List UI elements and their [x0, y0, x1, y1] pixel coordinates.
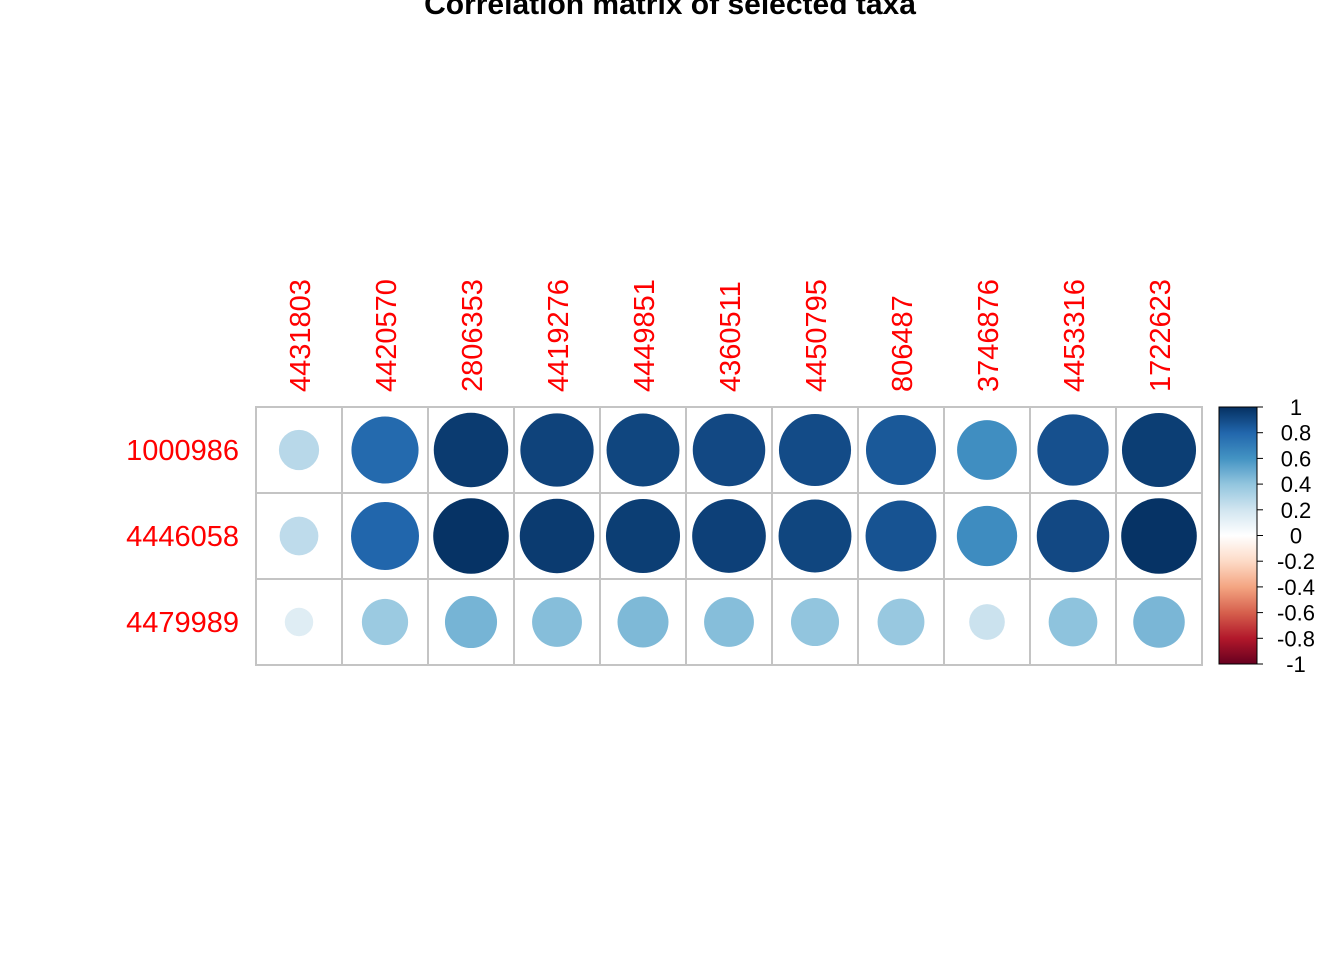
- correlation-circle: [956, 505, 1018, 567]
- correlation-circle: [532, 597, 582, 647]
- row-label: 1000986: [126, 435, 239, 467]
- column-label: 4453316: [1059, 279, 1091, 392]
- colorbar-tick-label: 0: [1290, 524, 1302, 549]
- colorbar-tick-label: -0.2: [1277, 549, 1315, 574]
- colorbar-gradient: [1218, 406, 1258, 665]
- chart-title: Correlation matrix of selected taxa: [424, 0, 916, 21]
- column-label: 4449851: [629, 279, 661, 392]
- row-label: 4446058: [126, 521, 239, 553]
- correlation-circle: [617, 596, 669, 648]
- colorbar-tick-label: -0.4: [1277, 575, 1315, 600]
- correlation-circle: [778, 499, 852, 573]
- correlation-circle: [278, 429, 320, 471]
- column-label: 4420570: [371, 279, 403, 392]
- correlation-circle: [605, 498, 681, 574]
- correlation-circle: [1037, 414, 1109, 486]
- color-legend: 10.80.60.40.20-0.2-0.4-0.6-0.8-1: [1218, 395, 1315, 677]
- column-label: 2806353: [457, 279, 489, 392]
- column-label: 4450795: [801, 279, 833, 392]
- correlation-circle: [433, 498, 509, 574]
- colorbar-tick-label: -0.6: [1277, 601, 1315, 626]
- correlation-circle: [433, 412, 509, 488]
- colorbar-tick-label: 0.8: [1281, 421, 1312, 446]
- correlation-circle: [865, 500, 937, 572]
- matrix-cell: [427, 578, 515, 666]
- correlation-circle: [865, 414, 937, 486]
- column-label: 1722623: [1145, 279, 1177, 392]
- correlation-circle: [1036, 499, 1110, 573]
- correlation-circle: [778, 413, 852, 487]
- correlation-circle: [1121, 412, 1197, 488]
- correlation-circle: [957, 420, 1017, 480]
- correlation-circle: [351, 416, 419, 484]
- colorbar-tick-label: 1: [1290, 395, 1302, 420]
- column-label: 4431803: [285, 279, 317, 392]
- colorbar-tick-label: 0.2: [1281, 498, 1312, 523]
- correlation-circle: [351, 502, 419, 570]
- correlation-circle: [1121, 498, 1197, 574]
- column-label: 4419276: [543, 279, 575, 392]
- matrix-cells: [255, 406, 1203, 666]
- column-label: 3746876: [973, 279, 1005, 392]
- colorbar-tick-label: 0.4: [1281, 472, 1312, 497]
- correlation-circle: [519, 498, 595, 574]
- correlation-circle: [279, 516, 319, 556]
- correlation-circle: [520, 413, 594, 487]
- correlation-circle: [606, 413, 680, 487]
- correlation-circle: [444, 595, 498, 649]
- colorbar-tick-label: -1: [1286, 652, 1306, 677]
- correlation-circle: [692, 413, 766, 487]
- colorbar-tick-label: 0.6: [1281, 446, 1312, 471]
- row-labels: 1000986 4446058 4479989: [126, 435, 239, 639]
- correlation-circle: [704, 597, 754, 647]
- correlation-circle: [877, 598, 925, 646]
- column-labels: 4431803 4420570 2806353 4419276 4449851 43605…: [285, 279, 1177, 392]
- correlation-circle: [284, 607, 314, 637]
- column-label: 4360511: [715, 281, 747, 392]
- correlation-circle: [790, 597, 840, 647]
- correlation-circle: [1133, 596, 1185, 648]
- correlation-circle: [1048, 597, 1098, 647]
- correlation-circle: [361, 598, 409, 646]
- colorbar-tick-label: -0.8: [1277, 626, 1315, 651]
- column-label: 806487: [887, 295, 919, 392]
- correlation-circle: [692, 499, 766, 573]
- row-label: 4479989: [126, 607, 239, 639]
- correlation-circle: [969, 604, 1005, 640]
